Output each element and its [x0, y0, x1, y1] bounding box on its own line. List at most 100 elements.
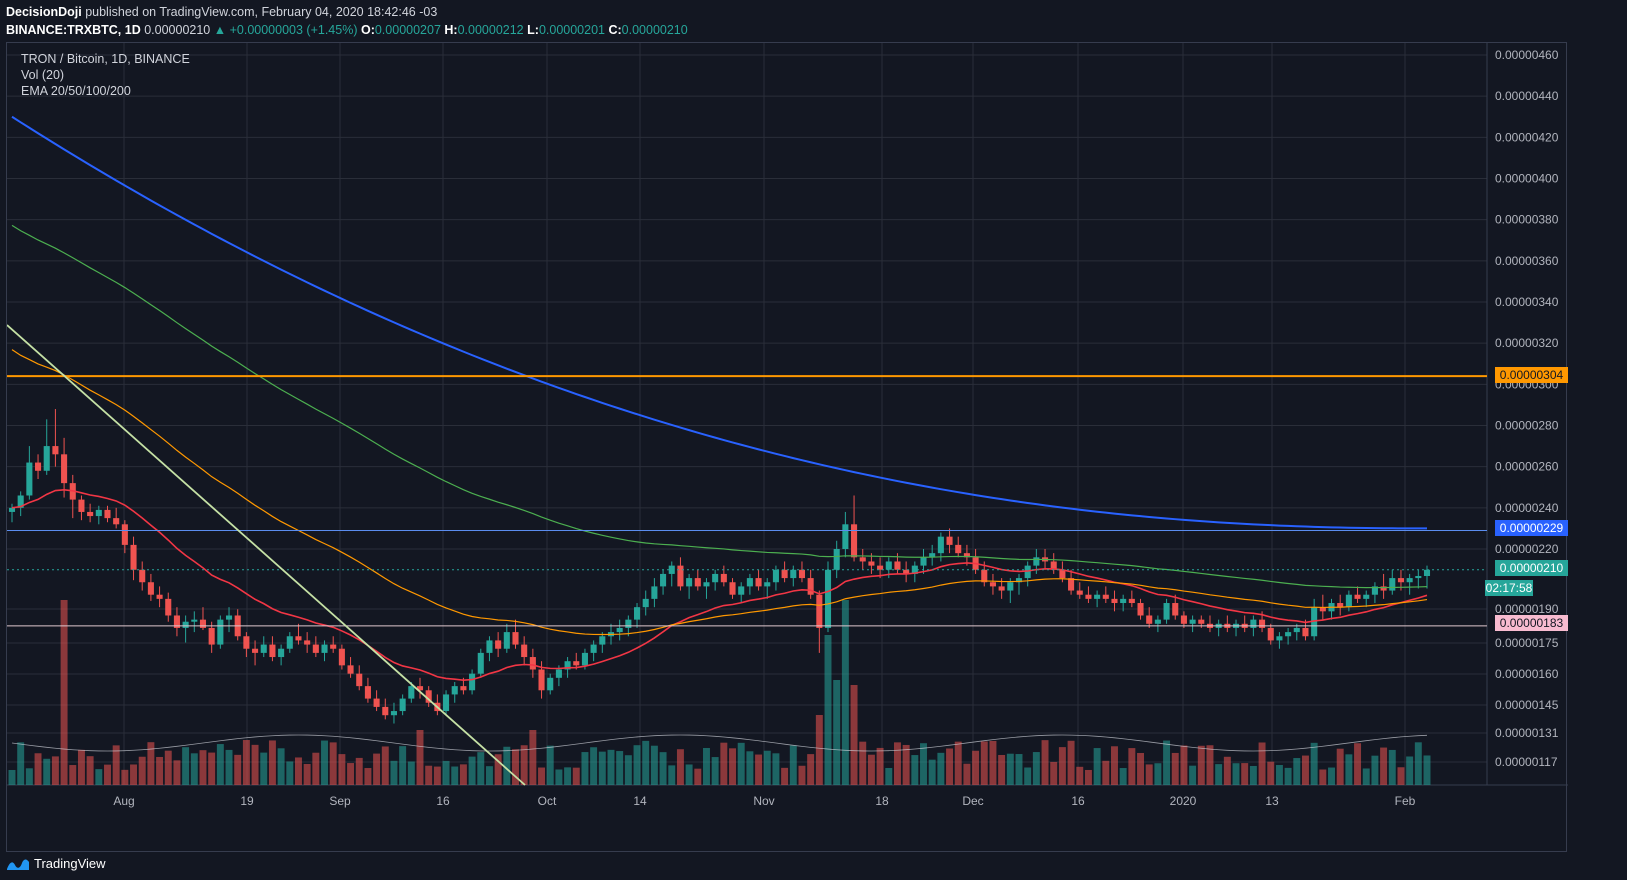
candle-body: [824, 569, 832, 628]
y-tick-label: 0.00000420: [1495, 130, 1559, 144]
volume-bar: [1180, 745, 1188, 785]
candle-body: [1380, 586, 1387, 591]
candle-body: [495, 640, 502, 649]
volume-bar: [1345, 754, 1353, 785]
volume-bar: [399, 746, 407, 785]
candle-body: [217, 619, 224, 645]
volume-bar: [598, 751, 606, 785]
volume-bar: [911, 755, 919, 785]
volume-bar: [34, 753, 42, 785]
candle-body: [590, 644, 597, 653]
volume-bar: [1102, 760, 1110, 785]
volume-bar: [624, 755, 632, 785]
close-label: C:: [608, 23, 622, 37]
volume-bar: [529, 730, 537, 785]
candle-body: [877, 565, 884, 570]
volume-bar: [937, 752, 945, 785]
candle-body: [755, 578, 762, 587]
x-tick-label: Dec: [962, 794, 983, 808]
footer-brand-text: TradingView: [34, 856, 106, 871]
last-price-label: 0.00000210: [1495, 560, 1568, 576]
candle-body: [1285, 632, 1292, 637]
volume-bar: [494, 754, 502, 785]
candle-body: [1363, 594, 1370, 599]
legend-ema[interactable]: EMA 20/50/100/200: [21, 84, 131, 98]
candle-body: [199, 619, 207, 628]
volume-bar: [1076, 766, 1084, 785]
price-chart[interactable]: 0.00000460 0.00000440 0.00000420 0.00000400…: [7, 43, 1568, 853]
close-value: 0.00000210: [621, 23, 688, 37]
candle-body: [451, 686, 458, 695]
volume-bar: [1232, 763, 1240, 785]
volume-bar: [781, 767, 789, 785]
volume-bar: [859, 741, 867, 785]
y-tick-label: 0.00000400: [1495, 172, 1559, 186]
candle-body: [399, 698, 406, 712]
volume-bar: [520, 745, 528, 785]
volume-bar: [225, 749, 233, 785]
candle-body: [1259, 619, 1266, 628]
volume-bar: [1293, 758, 1301, 785]
candle-body: [1406, 578, 1413, 583]
volume-bar: [581, 752, 589, 785]
candle-body: [1050, 561, 1057, 570]
candle-body: [503, 632, 510, 649]
candle-body: [1423, 569, 1431, 577]
x-tick-label: 18: [875, 794, 889, 808]
volume-bar: [364, 768, 372, 785]
candle-body: [182, 621, 189, 628]
volume-bar: [1319, 769, 1327, 785]
ema20-line: [11, 489, 1428, 682]
candle-body: [981, 569, 988, 583]
volume-bar: [850, 685, 858, 785]
candle-body: [78, 499, 85, 512]
volume-bar: [807, 754, 815, 785]
volume-bar: [1362, 768, 1370, 785]
candle-body: [798, 569, 806, 579]
volume-bar: [86, 756, 94, 785]
volume-bar: [1058, 747, 1066, 785]
candle-body: [26, 462, 33, 496]
ema50-line: [11, 349, 1428, 636]
footer-brand[interactable]: TradingView: [6, 856, 106, 871]
symbol-name[interactable]: BINANCE:TRXBTC, 1D: [6, 23, 141, 37]
volume-bar: [833, 680, 841, 785]
candle-body: [416, 686, 424, 691]
volume-bar: [572, 767, 580, 785]
x-tick-label: Oct: [538, 794, 557, 808]
candle-body: [1033, 557, 1040, 566]
volume-bar: [95, 769, 103, 785]
volume-bar: [1284, 767, 1292, 785]
y-tick-label: 0.00000145: [1495, 698, 1559, 712]
volume-bar: [972, 750, 980, 785]
volume-bar: [1380, 747, 1388, 785]
volume-bar: [286, 761, 294, 785]
volume-bar: [1423, 755, 1431, 785]
candle-body: [104, 509, 111, 519]
support-price-label: 0.00000183: [1495, 615, 1568, 631]
legend-volume[interactable]: Vol (20): [21, 68, 65, 82]
candle-body: [868, 561, 875, 566]
candle-body: [330, 644, 337, 649]
volume-bar: [303, 763, 311, 785]
volume-bar: [104, 764, 111, 785]
volume-bar: [1015, 754, 1023, 785]
low-label: L:: [527, 23, 539, 37]
candle-body: [781, 569, 788, 579]
candle-body: [1146, 615, 1153, 624]
volume-bar: [1119, 768, 1127, 785]
volume-bar: [173, 760, 181, 785]
x-tick-label: 14: [633, 794, 647, 808]
chart-frame[interactable]: 0.00000460 0.00000440 0.00000420 0.00000400…: [6, 42, 1568, 853]
high-label: H:: [444, 23, 458, 37]
volume-bar: [893, 742, 901, 785]
volume-bar: [650, 745, 658, 785]
volume-bar: [381, 746, 389, 785]
candle-body: [95, 509, 102, 517]
candle-body: [87, 511, 94, 517]
publisher-name[interactable]: DecisionDoji: [6, 5, 82, 19]
volume-bar: [199, 750, 207, 785]
candle-body: [703, 582, 710, 587]
last-price: 0.00000210: [144, 23, 211, 37]
candle-body: [443, 694, 450, 712]
